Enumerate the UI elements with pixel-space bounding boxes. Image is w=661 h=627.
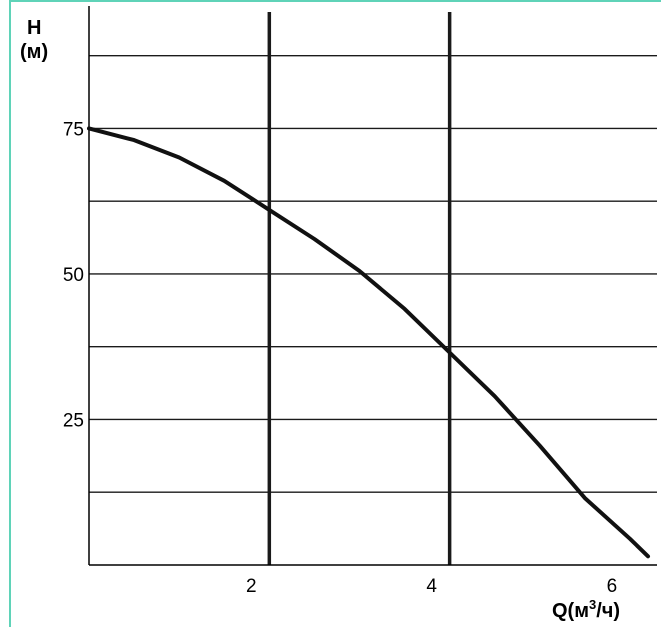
y-axis-title-line2: (м): [20, 41, 48, 63]
tick-labels: 25 50 75 2 4 6: [63, 119, 617, 597]
x-tick-label: 4: [426, 576, 437, 597]
y-axis-title-line1: H: [27, 17, 41, 39]
y-tick-label: 25: [63, 410, 84, 431]
x-tick-label: 6: [607, 576, 618, 597]
head-flow-curve: [87, 126, 650, 559]
y-tick-label: 75: [63, 119, 84, 140]
grid-lines: [89, 12, 657, 565]
x-tick-label: 2: [246, 576, 257, 597]
y-tick-label: 50: [63, 265, 84, 286]
x-axis-title-superscript: 3: [589, 597, 596, 612]
x-axis-title-suffix: /ч): [596, 600, 620, 622]
x-axis-title: Q(м3/ч): [552, 597, 620, 622]
x-axis-title-prefix: Q(м: [552, 600, 589, 622]
